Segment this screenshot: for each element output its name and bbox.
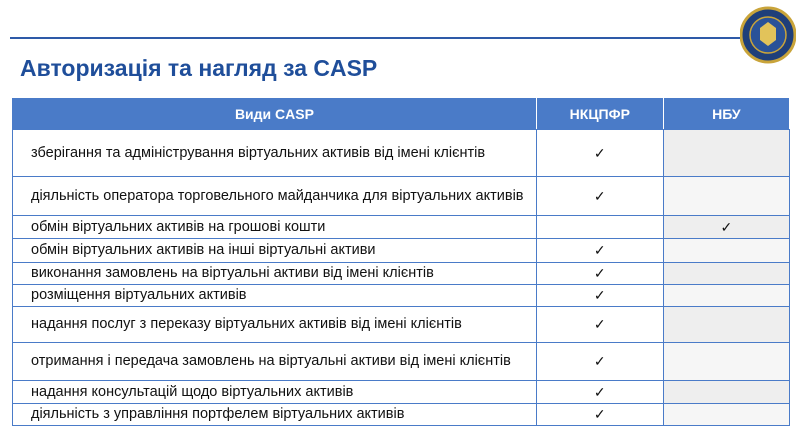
nkcpfr-cell: ✓ bbox=[535, 403, 664, 426]
nbu-cell bbox=[662, 306, 791, 343]
column-header: Види CASP bbox=[12, 98, 537, 130]
table-row: зберігання та адміністрування віртуальни… bbox=[12, 129, 791, 177]
activity-cell: надання послуг з переказу віртуальних ак… bbox=[12, 306, 537, 343]
title-rule bbox=[10, 37, 745, 39]
nbu-cell: ✓ bbox=[662, 215, 791, 239]
activity-cell: обмін віртуальних активів на інші віртуа… bbox=[12, 238, 537, 263]
nbu-cell bbox=[662, 262, 791, 285]
table-row: виконання замовлень на віртуальні активи… bbox=[12, 262, 791, 285]
nkcpfr-cell: ✓ bbox=[535, 380, 664, 404]
nbu-cell bbox=[662, 342, 791, 381]
activity-cell: отримання і передача замовлень на віртуа… bbox=[12, 342, 537, 381]
table-row: надання консультацій щодо віртуальних ак… bbox=[12, 380, 791, 404]
activity-cell: діяльність оператора торговельного майда… bbox=[12, 176, 537, 216]
column-header: НБУ bbox=[662, 98, 791, 130]
nkcpfr-cell: ✓ bbox=[535, 342, 664, 381]
logo bbox=[740, 6, 796, 64]
nkcpfr-cell: ✓ bbox=[535, 306, 664, 343]
table-row: отримання і передача замовлень на віртуа… bbox=[12, 342, 791, 381]
column-header: НКЦПФР bbox=[535, 98, 664, 130]
table-row: розміщення віртуальних активів ✓ bbox=[12, 284, 791, 307]
table-row: діяльність оператора торговельного майда… bbox=[12, 176, 791, 216]
nbu-cell bbox=[662, 238, 791, 263]
table-row: обмін віртуальних активів на інші віртуа… bbox=[12, 238, 791, 263]
table-row: обмін віртуальних активів на грошові кош… bbox=[12, 215, 791, 239]
nkcpfr-cell: ✓ bbox=[535, 176, 664, 216]
nkcpfr-cell: ✓ bbox=[535, 238, 664, 263]
nkcpfr-cell: ✓ bbox=[535, 284, 664, 307]
activity-cell: розміщення віртуальних активів bbox=[12, 284, 537, 307]
table-row: діяльність з управління портфелем віртуа… bbox=[12, 403, 791, 426]
activity-cell: надання консультацій щодо віртуальних ак… bbox=[12, 380, 537, 404]
nkcpfr-cell: ✓ bbox=[535, 262, 664, 285]
table-row: надання послуг з переказу віртуальних ак… bbox=[12, 306, 791, 343]
activity-cell: виконання замовлень на віртуальні активи… bbox=[12, 262, 537, 285]
casp-table: Види CASP НКЦПФР НБУ зберігання та адмініс… bbox=[12, 98, 791, 426]
activity-cell: зберігання та адміністрування віртуальни… bbox=[12, 129, 537, 177]
activity-cell: діяльність з управління портфелем віртуа… bbox=[12, 403, 537, 426]
nbu-cell bbox=[662, 403, 791, 426]
nbu-cell bbox=[662, 176, 791, 216]
nbu-cell bbox=[662, 284, 791, 307]
nkcpfr-cell: ✓ bbox=[535, 129, 664, 177]
nkcpfr-cell bbox=[535, 215, 664, 239]
nbu-cell bbox=[662, 129, 791, 177]
nbu-cell bbox=[662, 380, 791, 404]
slide-title: Авторизація та нагляд за CASP bbox=[20, 55, 378, 81]
activity-cell: обмін віртуальних активів на грошові кош… bbox=[12, 215, 537, 239]
